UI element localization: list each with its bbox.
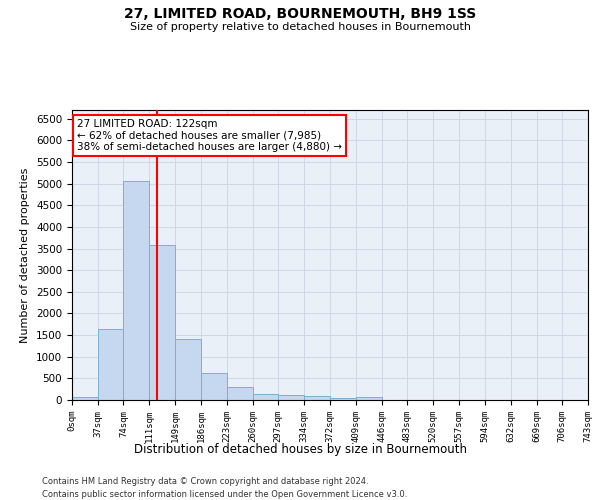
Bar [227,388,253,400]
Bar [124,181,149,400]
Text: 27 LIMITED ROAD: 122sqm
← 62% of detached houses are smaller (7,985)
38% of semi: 27 LIMITED ROAD: 122sqm ← 62% of detache… [77,118,342,152]
Bar [175,339,201,400]
Text: Contains public sector information licensed under the Open Government Licence v3: Contains public sector information licen… [42,490,407,499]
Bar [356,396,382,400]
Bar [149,244,175,400]
Bar [253,394,278,400]
Bar [304,396,331,400]
Bar [331,398,356,400]
Bar [98,328,124,400]
Bar [201,373,227,400]
Text: Contains HM Land Registry data © Crown copyright and database right 2024.: Contains HM Land Registry data © Crown c… [42,478,368,486]
Bar [278,395,304,400]
Text: Distribution of detached houses by size in Bournemouth: Distribution of detached houses by size … [133,442,467,456]
Y-axis label: Number of detached properties: Number of detached properties [20,168,31,342]
Bar [72,397,98,400]
Text: Size of property relative to detached houses in Bournemouth: Size of property relative to detached ho… [130,22,470,32]
Text: 27, LIMITED ROAD, BOURNEMOUTH, BH9 1SS: 27, LIMITED ROAD, BOURNEMOUTH, BH9 1SS [124,8,476,22]
